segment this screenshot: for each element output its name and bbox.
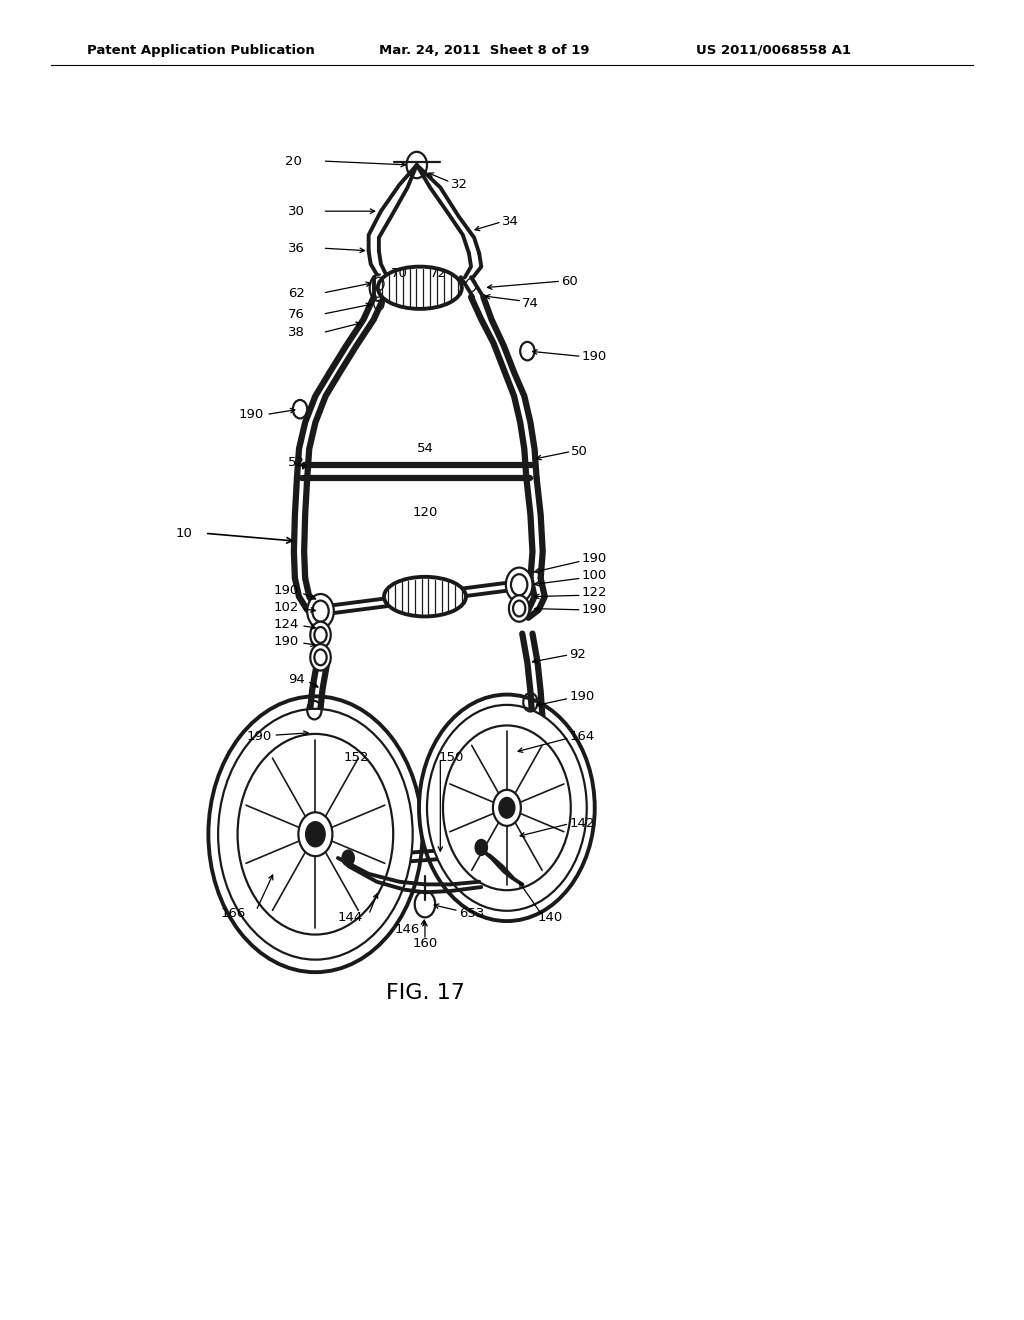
- Text: 190: 190: [569, 690, 595, 704]
- Circle shape: [305, 821, 326, 847]
- Text: 52: 52: [288, 455, 305, 469]
- Text: US 2011/0068558 A1: US 2011/0068558 A1: [696, 44, 851, 57]
- Text: 54: 54: [417, 442, 433, 455]
- Text: 30: 30: [289, 205, 305, 218]
- Text: 152: 152: [343, 751, 369, 764]
- Text: 100: 100: [582, 569, 607, 582]
- Text: 124: 124: [273, 618, 299, 631]
- Text: 146: 146: [394, 923, 420, 936]
- Text: 140: 140: [538, 911, 563, 924]
- Text: 94: 94: [289, 673, 305, 686]
- Text: 653: 653: [459, 907, 484, 920]
- Circle shape: [509, 595, 529, 622]
- Text: 190: 190: [582, 350, 607, 363]
- Text: Patent Application Publication: Patent Application Publication: [87, 44, 314, 57]
- Ellipse shape: [298, 812, 333, 857]
- Text: 50: 50: [571, 445, 588, 458]
- Text: 160: 160: [413, 937, 437, 950]
- Circle shape: [342, 850, 354, 866]
- Text: 10: 10: [176, 527, 193, 540]
- Text: 166: 166: [220, 907, 246, 920]
- Ellipse shape: [209, 697, 422, 972]
- Text: 32: 32: [451, 178, 468, 191]
- Circle shape: [310, 622, 331, 648]
- Text: 142: 142: [569, 817, 595, 830]
- Text: 190: 190: [239, 408, 264, 421]
- Text: 34: 34: [502, 215, 518, 228]
- Text: 144: 144: [337, 911, 362, 924]
- Text: 92: 92: [569, 648, 586, 661]
- Text: 36: 36: [289, 242, 305, 255]
- Ellipse shape: [384, 577, 466, 616]
- Text: 20: 20: [286, 154, 302, 168]
- Text: FIG. 17: FIG. 17: [385, 982, 465, 1003]
- Text: 150: 150: [438, 751, 464, 764]
- Text: 120: 120: [413, 506, 437, 519]
- Circle shape: [310, 644, 331, 671]
- Text: 72: 72: [430, 267, 447, 280]
- Text: 62: 62: [289, 286, 305, 300]
- Circle shape: [506, 568, 532, 602]
- Circle shape: [307, 594, 334, 628]
- Text: 190: 190: [582, 603, 607, 616]
- Text: 122: 122: [582, 586, 607, 599]
- Text: 70: 70: [391, 267, 408, 280]
- Ellipse shape: [443, 726, 570, 890]
- Ellipse shape: [419, 694, 595, 921]
- Text: 190: 190: [246, 730, 271, 743]
- Ellipse shape: [238, 734, 393, 935]
- Text: 190: 190: [273, 583, 299, 597]
- Ellipse shape: [218, 709, 413, 960]
- Text: 76: 76: [289, 308, 305, 321]
- Text: Mar. 24, 2011  Sheet 8 of 19: Mar. 24, 2011 Sheet 8 of 19: [379, 44, 590, 57]
- Ellipse shape: [427, 705, 587, 911]
- Circle shape: [475, 840, 487, 855]
- Text: 164: 164: [569, 730, 595, 743]
- Text: 102: 102: [273, 601, 299, 614]
- Text: 38: 38: [289, 326, 305, 339]
- Ellipse shape: [378, 267, 462, 309]
- Circle shape: [499, 797, 515, 818]
- Text: 190: 190: [582, 552, 607, 565]
- Ellipse shape: [493, 789, 521, 826]
- Text: 60: 60: [561, 275, 578, 288]
- Text: 74: 74: [522, 297, 539, 310]
- Text: 190: 190: [273, 635, 299, 648]
